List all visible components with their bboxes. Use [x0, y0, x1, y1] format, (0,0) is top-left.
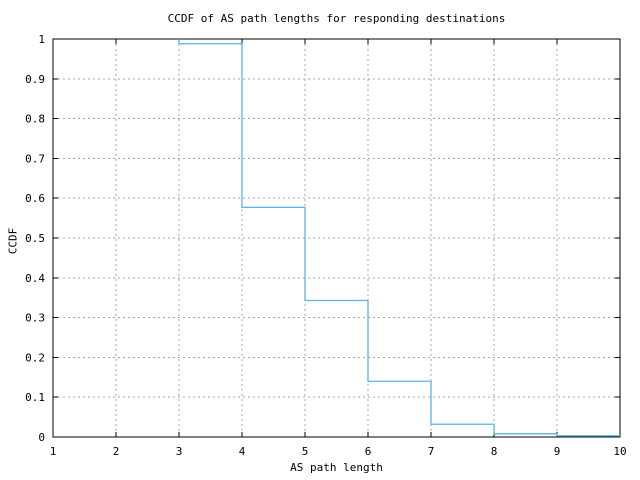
- y-tick-label: 0.5: [25, 232, 45, 245]
- x-tick-label: 3: [176, 445, 183, 458]
- y-tick-label: 0.2: [25, 351, 45, 364]
- y-tick-label: 0.8: [25, 113, 45, 126]
- x-axis-title: AS path length: [290, 461, 383, 474]
- x-tick-label: 5: [302, 445, 309, 458]
- x-tick-label: 8: [491, 445, 498, 458]
- y-tick-label: 0.4: [25, 272, 45, 285]
- y-tick-label: 0: [38, 431, 45, 444]
- y-tick-label: 0.7: [25, 152, 45, 165]
- x-tick-label: 9: [554, 445, 561, 458]
- x-tick-label: 7: [428, 445, 435, 458]
- ccdf-step-line: [178, 39, 620, 437]
- y-tick-label: 0.3: [25, 312, 45, 325]
- y-tick-label: 0.1: [25, 391, 45, 404]
- y-tick-label: 1: [38, 33, 45, 46]
- x-tick-label: 6: [365, 445, 372, 458]
- x-tick-label: 2: [113, 445, 120, 458]
- plot-border: [52, 38, 621, 438]
- y-tick-label: 0.9: [25, 73, 45, 86]
- x-tick-label: 10: [613, 445, 626, 458]
- x-tick-label: 1: [50, 445, 57, 458]
- x-tick-label: 4: [239, 445, 246, 458]
- chart-title: CCDF of AS path lengths for responding d…: [167, 12, 506, 25]
- y-tick-label: 0.6: [25, 192, 45, 205]
